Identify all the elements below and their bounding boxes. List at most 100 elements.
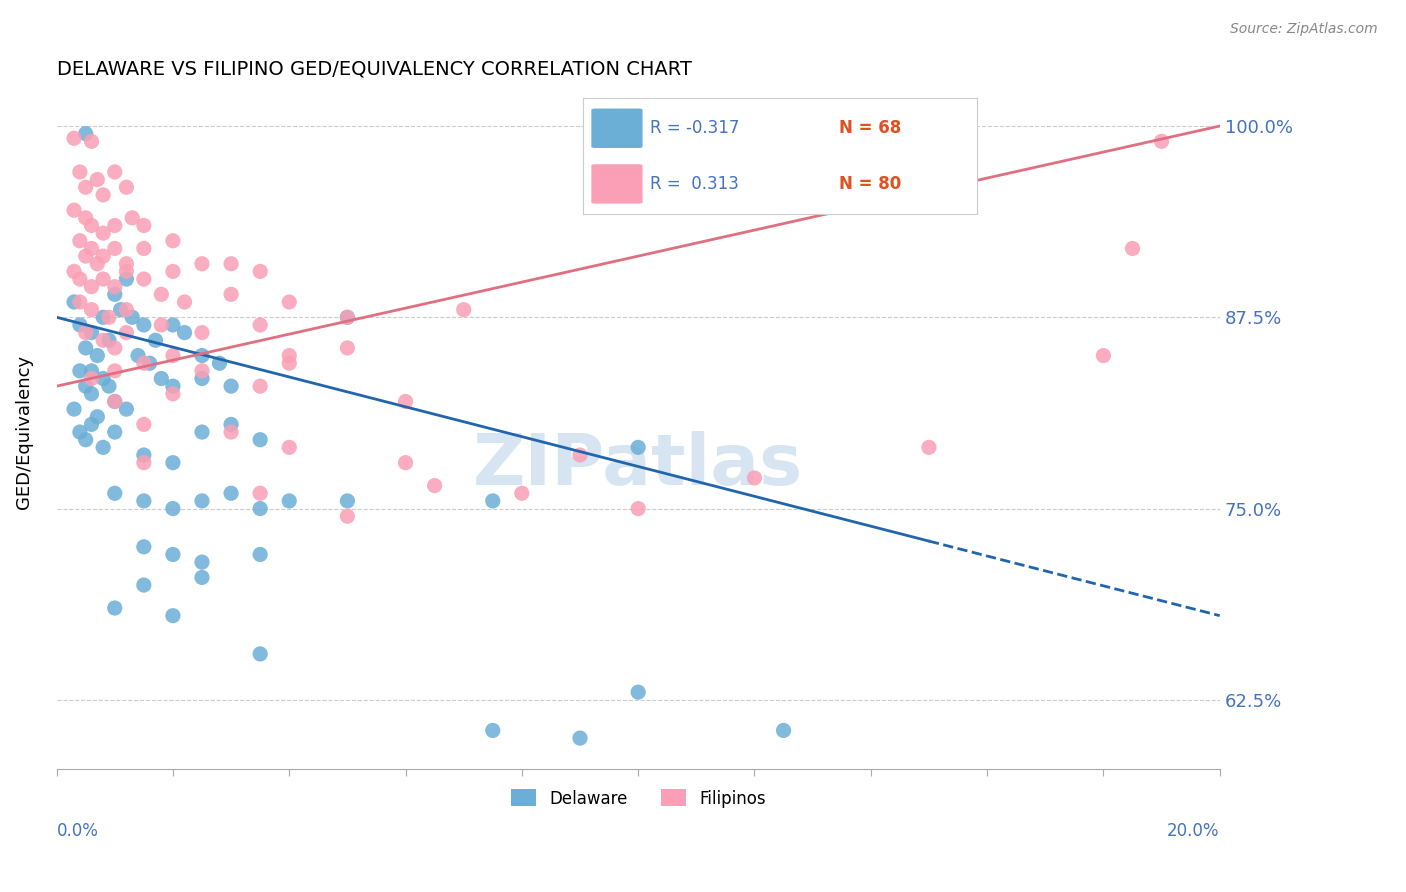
Point: [249, 433, 271, 447]
Point: [132, 494, 155, 508]
Point: [336, 341, 359, 355]
Point: [191, 364, 214, 378]
Point: [75, 326, 97, 340]
Point: [63, 131, 86, 145]
Point: [191, 494, 214, 508]
Point: [191, 371, 214, 385]
Point: [75, 341, 97, 355]
Point: [150, 318, 173, 332]
Point: [191, 326, 214, 340]
Point: [132, 540, 155, 554]
Point: [69, 272, 91, 286]
Point: [191, 570, 214, 584]
Point: [97, 333, 120, 347]
Point: [336, 494, 359, 508]
Point: [219, 257, 242, 271]
Text: N = 68: N = 68: [839, 120, 901, 137]
Point: [336, 310, 359, 325]
Point: [173, 326, 195, 340]
Point: [394, 394, 416, 409]
Point: [80, 134, 103, 148]
Point: [104, 394, 127, 409]
Text: Source: ZipAtlas.com: Source: ZipAtlas.com: [1230, 22, 1378, 37]
Point: [104, 165, 127, 179]
Point: [219, 486, 242, 500]
Point: [249, 264, 271, 278]
Point: [115, 180, 138, 194]
Point: [115, 272, 138, 286]
Point: [63, 295, 86, 310]
Point: [104, 219, 127, 233]
Text: 0.0%: 0.0%: [56, 822, 98, 840]
Point: [80, 364, 103, 378]
Point: [278, 441, 301, 455]
Point: [75, 379, 97, 393]
Point: [75, 127, 97, 141]
Point: [162, 379, 184, 393]
Point: [80, 242, 103, 256]
Point: [104, 601, 127, 615]
Point: [510, 486, 533, 500]
Point: [104, 242, 127, 256]
Text: ZIPatlas: ZIPatlas: [472, 431, 803, 500]
Point: [104, 341, 127, 355]
Point: [91, 441, 114, 455]
Point: [69, 295, 91, 310]
Point: [132, 318, 155, 332]
Point: [918, 441, 941, 455]
Point: [481, 723, 503, 738]
Point: [772, 723, 794, 738]
Point: [91, 310, 114, 325]
Point: [162, 264, 184, 278]
Point: [86, 349, 108, 363]
Point: [162, 386, 184, 401]
Point: [627, 441, 650, 455]
Point: [80, 302, 103, 317]
Point: [80, 219, 103, 233]
Point: [219, 417, 242, 432]
Point: [63, 402, 86, 417]
Point: [91, 226, 114, 240]
Point: [115, 302, 138, 317]
Point: [97, 379, 120, 393]
Legend: Delaware, Filipinos: Delaware, Filipinos: [503, 782, 772, 814]
Point: [219, 287, 242, 301]
Point: [69, 165, 91, 179]
Point: [162, 501, 184, 516]
Point: [86, 172, 108, 186]
Point: [132, 448, 155, 462]
Point: [744, 471, 766, 485]
Point: [394, 456, 416, 470]
Point: [91, 272, 114, 286]
Point: [69, 318, 91, 332]
Point: [75, 249, 97, 263]
Point: [1092, 349, 1115, 363]
Point: [80, 326, 103, 340]
Point: [278, 349, 301, 363]
Point: [80, 386, 103, 401]
Point: [115, 402, 138, 417]
Point: [75, 180, 97, 194]
Point: [127, 349, 149, 363]
Point: [1121, 242, 1143, 256]
Point: [97, 310, 120, 325]
Point: [249, 486, 271, 500]
Point: [80, 279, 103, 293]
Point: [150, 371, 173, 385]
Point: [423, 478, 446, 492]
Point: [191, 349, 214, 363]
Point: [69, 364, 91, 378]
Point: [104, 279, 127, 293]
Y-axis label: GED/Equivalency: GED/Equivalency: [15, 355, 32, 509]
Point: [104, 425, 127, 439]
Point: [453, 302, 475, 317]
Point: [80, 417, 103, 432]
Point: [115, 326, 138, 340]
Point: [104, 364, 127, 378]
Point: [336, 310, 359, 325]
Point: [219, 379, 242, 393]
Point: [69, 425, 91, 439]
Point: [278, 356, 301, 370]
Point: [132, 578, 155, 592]
FancyBboxPatch shape: [592, 164, 643, 203]
